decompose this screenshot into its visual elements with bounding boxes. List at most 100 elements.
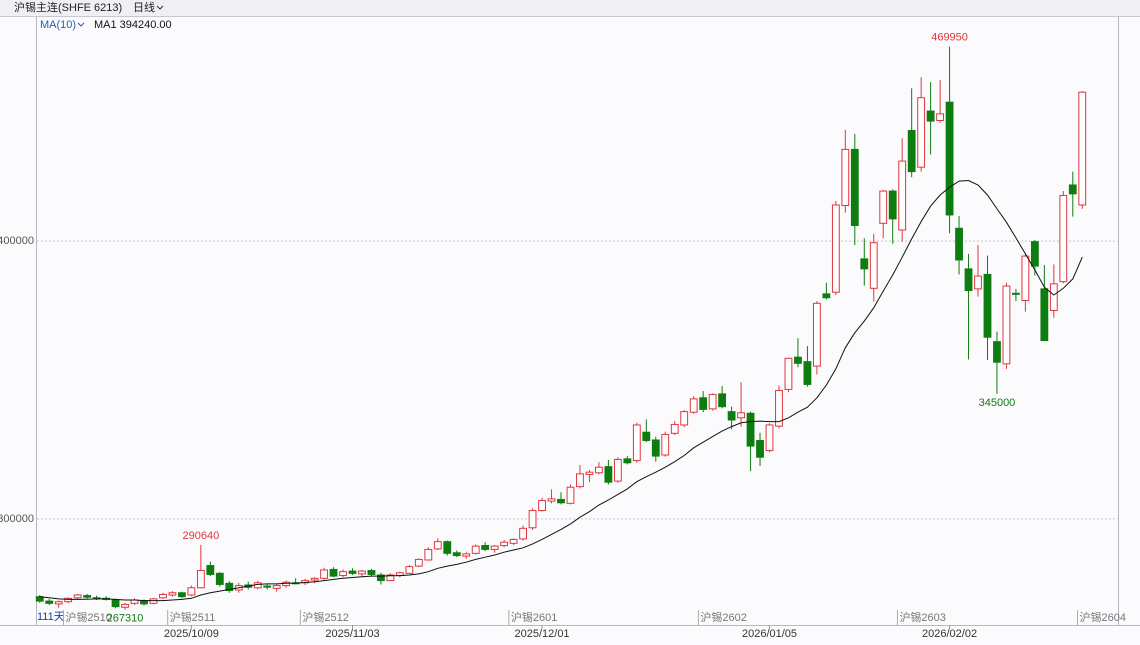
candle-body [604,466,613,483]
candle-body [490,545,499,550]
candle-body [670,423,679,434]
candle-body [737,412,745,419]
candle-body [613,458,622,482]
candle-body [642,431,651,442]
candle-body [594,466,603,474]
candle-body [64,597,73,603]
candle-body [196,570,205,589]
candle-body [471,545,480,554]
candle-body [651,439,660,457]
x-tick-label: 2025/10/09 [164,628,219,640]
candle-body [263,585,272,588]
candle-body [888,190,897,220]
candle-body [775,390,783,427]
candle-body [1012,292,1020,295]
candle-body [462,553,471,557]
candle-body [879,190,888,224]
candle-body [177,592,186,598]
x-tick-label: 2025/11/03 [325,628,379,640]
candle-body [955,227,963,261]
candle-body [689,398,698,413]
candle-body [926,110,935,122]
chart-title: 沪锡主连(SHFE 6213) [14,0,122,14]
candle-body [727,411,736,421]
contract-label: 沪锡2603 [899,610,945,624]
candle-body [83,595,92,598]
candle-body [377,574,385,582]
candle-body [538,500,546,512]
candle-body [452,552,461,557]
y-tick-label: 300000 [0,513,34,525]
candle-body [1002,285,1011,365]
candle-body [585,471,594,475]
contract-label: 沪锡2511 [170,610,216,624]
low-annotation: 267310 [107,613,144,625]
candle-body [661,433,670,456]
contract-label: 沪锡2601 [511,610,557,624]
candle-body [358,570,366,575]
period-selector[interactable]: 日线 [133,0,155,14]
candle-body [225,582,234,592]
candle-body [699,397,708,410]
x-tick-label: 2026/01/05 [742,628,797,640]
candle-body [54,601,63,605]
candle-body [386,574,395,582]
candle-body [718,393,727,408]
candle-body [898,160,907,231]
candle-body [680,411,689,426]
candle-body [566,486,575,504]
candle-body [1059,195,1068,283]
candle-body [936,113,945,122]
dropdown-arrow [77,22,85,27]
candle-body [45,600,54,604]
candle-body [1040,288,1049,342]
candle-body [405,566,414,574]
candle-body [310,577,319,581]
candle-body [339,571,347,577]
high-annotation: 290640 [182,530,219,542]
candle-body [433,541,442,550]
candle-body [576,473,584,488]
candle-body [519,527,528,540]
header-bar [0,0,1140,16]
candle-body [272,585,281,589]
candle-body [831,204,840,293]
candle-body [841,148,850,207]
candle-body [1030,241,1039,267]
candle-body [983,273,992,338]
candle-body [812,302,821,367]
candle-body [860,258,869,270]
candle-body [993,341,1001,363]
candle-body [1049,283,1058,312]
candle-body [917,97,926,168]
contract-label: 沪锡2510 [65,610,111,624]
candle-body [149,598,158,604]
candle-body [907,130,916,173]
candle-body [784,357,793,390]
candle-body [1021,255,1030,302]
contract-label: 沪锡2512 [302,610,348,624]
candle-body [206,565,215,575]
candle-body [632,424,641,462]
ma-line [39,179,1083,602]
y-tick-label: 400000 [0,235,34,247]
candle-body [557,498,565,504]
candle-body [756,440,764,458]
candle-body [121,603,129,608]
candle-body [547,498,556,502]
candle-body [746,412,755,447]
contract-label: 沪锡2602 [700,610,746,624]
candle-body [623,458,632,464]
candle-body [215,572,224,585]
candle-body [1068,184,1077,195]
dropdown-arrow [156,5,164,10]
span-label: 111天 [37,611,65,623]
candle-body [974,275,982,290]
indicator-selector[interactable]: MA(10) [40,19,76,31]
contract-label: 沪锡2604 [1080,610,1126,624]
candle-body [794,356,802,364]
candle-body [348,570,357,574]
ma-value-label: MA1 394240.00 [94,19,172,31]
candle-body [320,569,328,579]
